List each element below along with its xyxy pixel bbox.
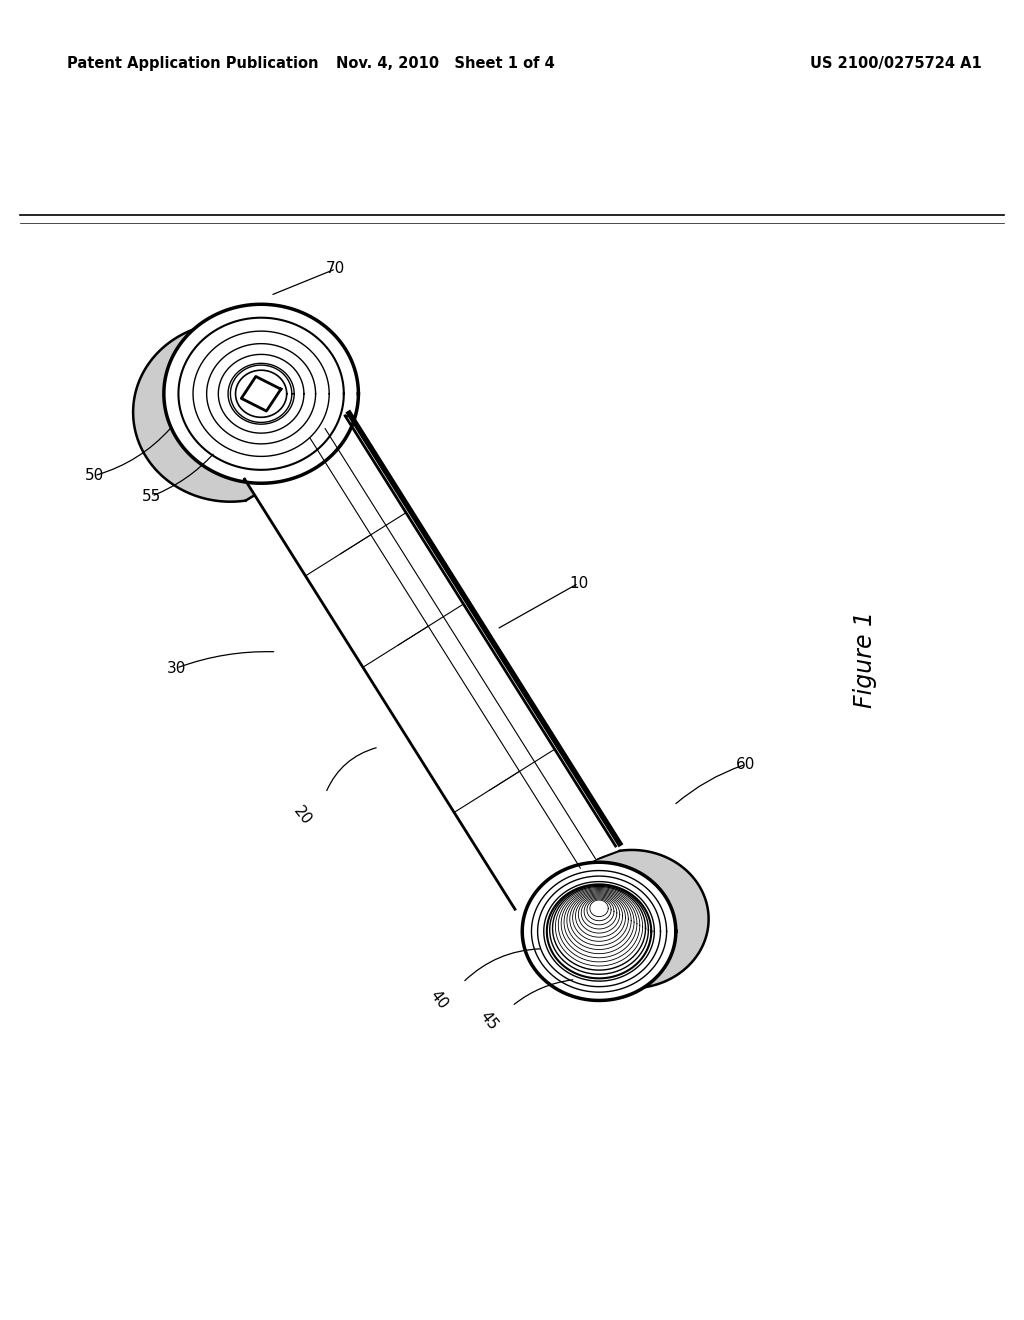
Text: 10: 10	[569, 576, 588, 591]
Polygon shape	[164, 305, 358, 483]
Text: 40: 40	[426, 987, 451, 1012]
Text: US 2100/0275724 A1: US 2100/0275724 A1	[810, 55, 982, 71]
Text: Patent Application Publication: Patent Application Publication	[67, 55, 318, 71]
Polygon shape	[245, 416, 615, 909]
Text: Nov. 4, 2010   Sheet 1 of 4: Nov. 4, 2010 Sheet 1 of 4	[336, 55, 555, 71]
Text: 70: 70	[327, 261, 345, 276]
Text: 55: 55	[142, 488, 161, 504]
Text: 20: 20	[290, 804, 314, 828]
Text: Figure 1: Figure 1	[853, 611, 878, 709]
Text: 30: 30	[167, 661, 185, 676]
Polygon shape	[522, 862, 676, 1001]
Polygon shape	[587, 850, 709, 999]
Text: 45: 45	[476, 1008, 501, 1032]
Text: 60: 60	[736, 756, 755, 772]
Text: 50: 50	[85, 469, 103, 483]
Polygon shape	[133, 305, 276, 502]
